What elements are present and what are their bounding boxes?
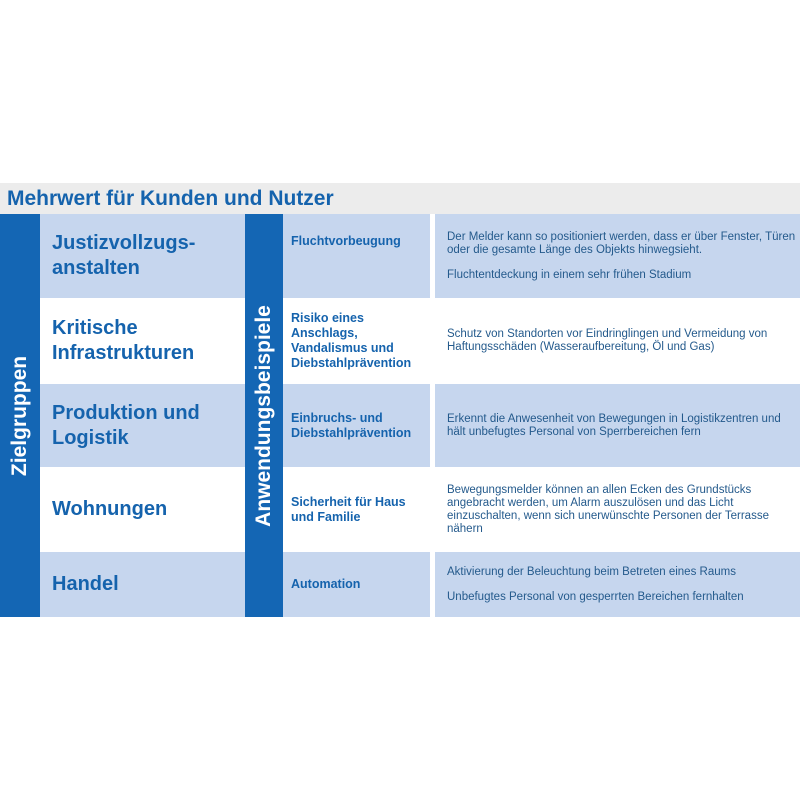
benefit-cell: Aktivierung der Beleuchtung beim Betrete… <box>435 552 800 617</box>
target-group-cell: Produktion und Logistik <box>40 384 245 467</box>
benefit-text: Schutz von Standorten vor Eindringlingen… <box>447 328 768 353</box>
use-case-cell: Automation <box>283 552 430 617</box>
benefit-cell: Der Melder kann so positioniert werden, … <box>435 214 800 298</box>
use-cases-bar: Anwendungsbeispiele <box>245 214 283 617</box>
use-cases-label: Anwendungsbeispiele <box>252 304 276 527</box>
benefit-text: Aktivierung der Beleuchtung beim Betrete… <box>447 565 736 578</box>
target-groups-bar: Zielgruppen <box>0 214 40 617</box>
target-groups-label: Zielgruppen <box>8 355 32 476</box>
benefit-text: Der Melder kann so positioniert werden, … <box>447 230 796 256</box>
page-title: Mehrwert für Kunden und Nutzer <box>0 183 800 214</box>
use-case-cell: Fluchtvorbeugung <box>283 214 430 298</box>
target-group-cell: Handel <box>40 552 245 617</box>
target-group-cell: Wohnungen <box>52 498 168 520</box>
benefit-text: Fluchtentdeckung in einem sehr frühen St… <box>447 268 692 281</box>
use-case-cell: Risiko eines Anschlags, Vandalismus und … <box>291 311 412 370</box>
benefit-cell: Schutz von Standorten vor Eindringlingen… <box>435 299 800 383</box>
benefit-cell: Bewegungsmelder können an allen Ecken de… <box>435 468 800 551</box>
benefit-text: Bewegungsmelder können an allen Ecken de… <box>447 483 769 535</box>
benefit-text: Erkennt die Anwesenheit von Bewegungen i… <box>447 412 781 438</box>
benefit-cell: Erkennt die Anwesenheit von Bewegungen i… <box>435 384 800 467</box>
benefit-text: Unbefugtes Personal von gesperrten Berei… <box>447 590 744 603</box>
target-group-cell: Kritische Infrastrukturen <box>52 317 195 364</box>
target-group-cell: Justizvollzugs- anstalten <box>40 214 245 298</box>
use-case-cell: Sicherheit für Haus und Familie <box>291 494 406 524</box>
use-case-cell: Einbruchs- und Diebstahlprävention <box>283 384 430 467</box>
